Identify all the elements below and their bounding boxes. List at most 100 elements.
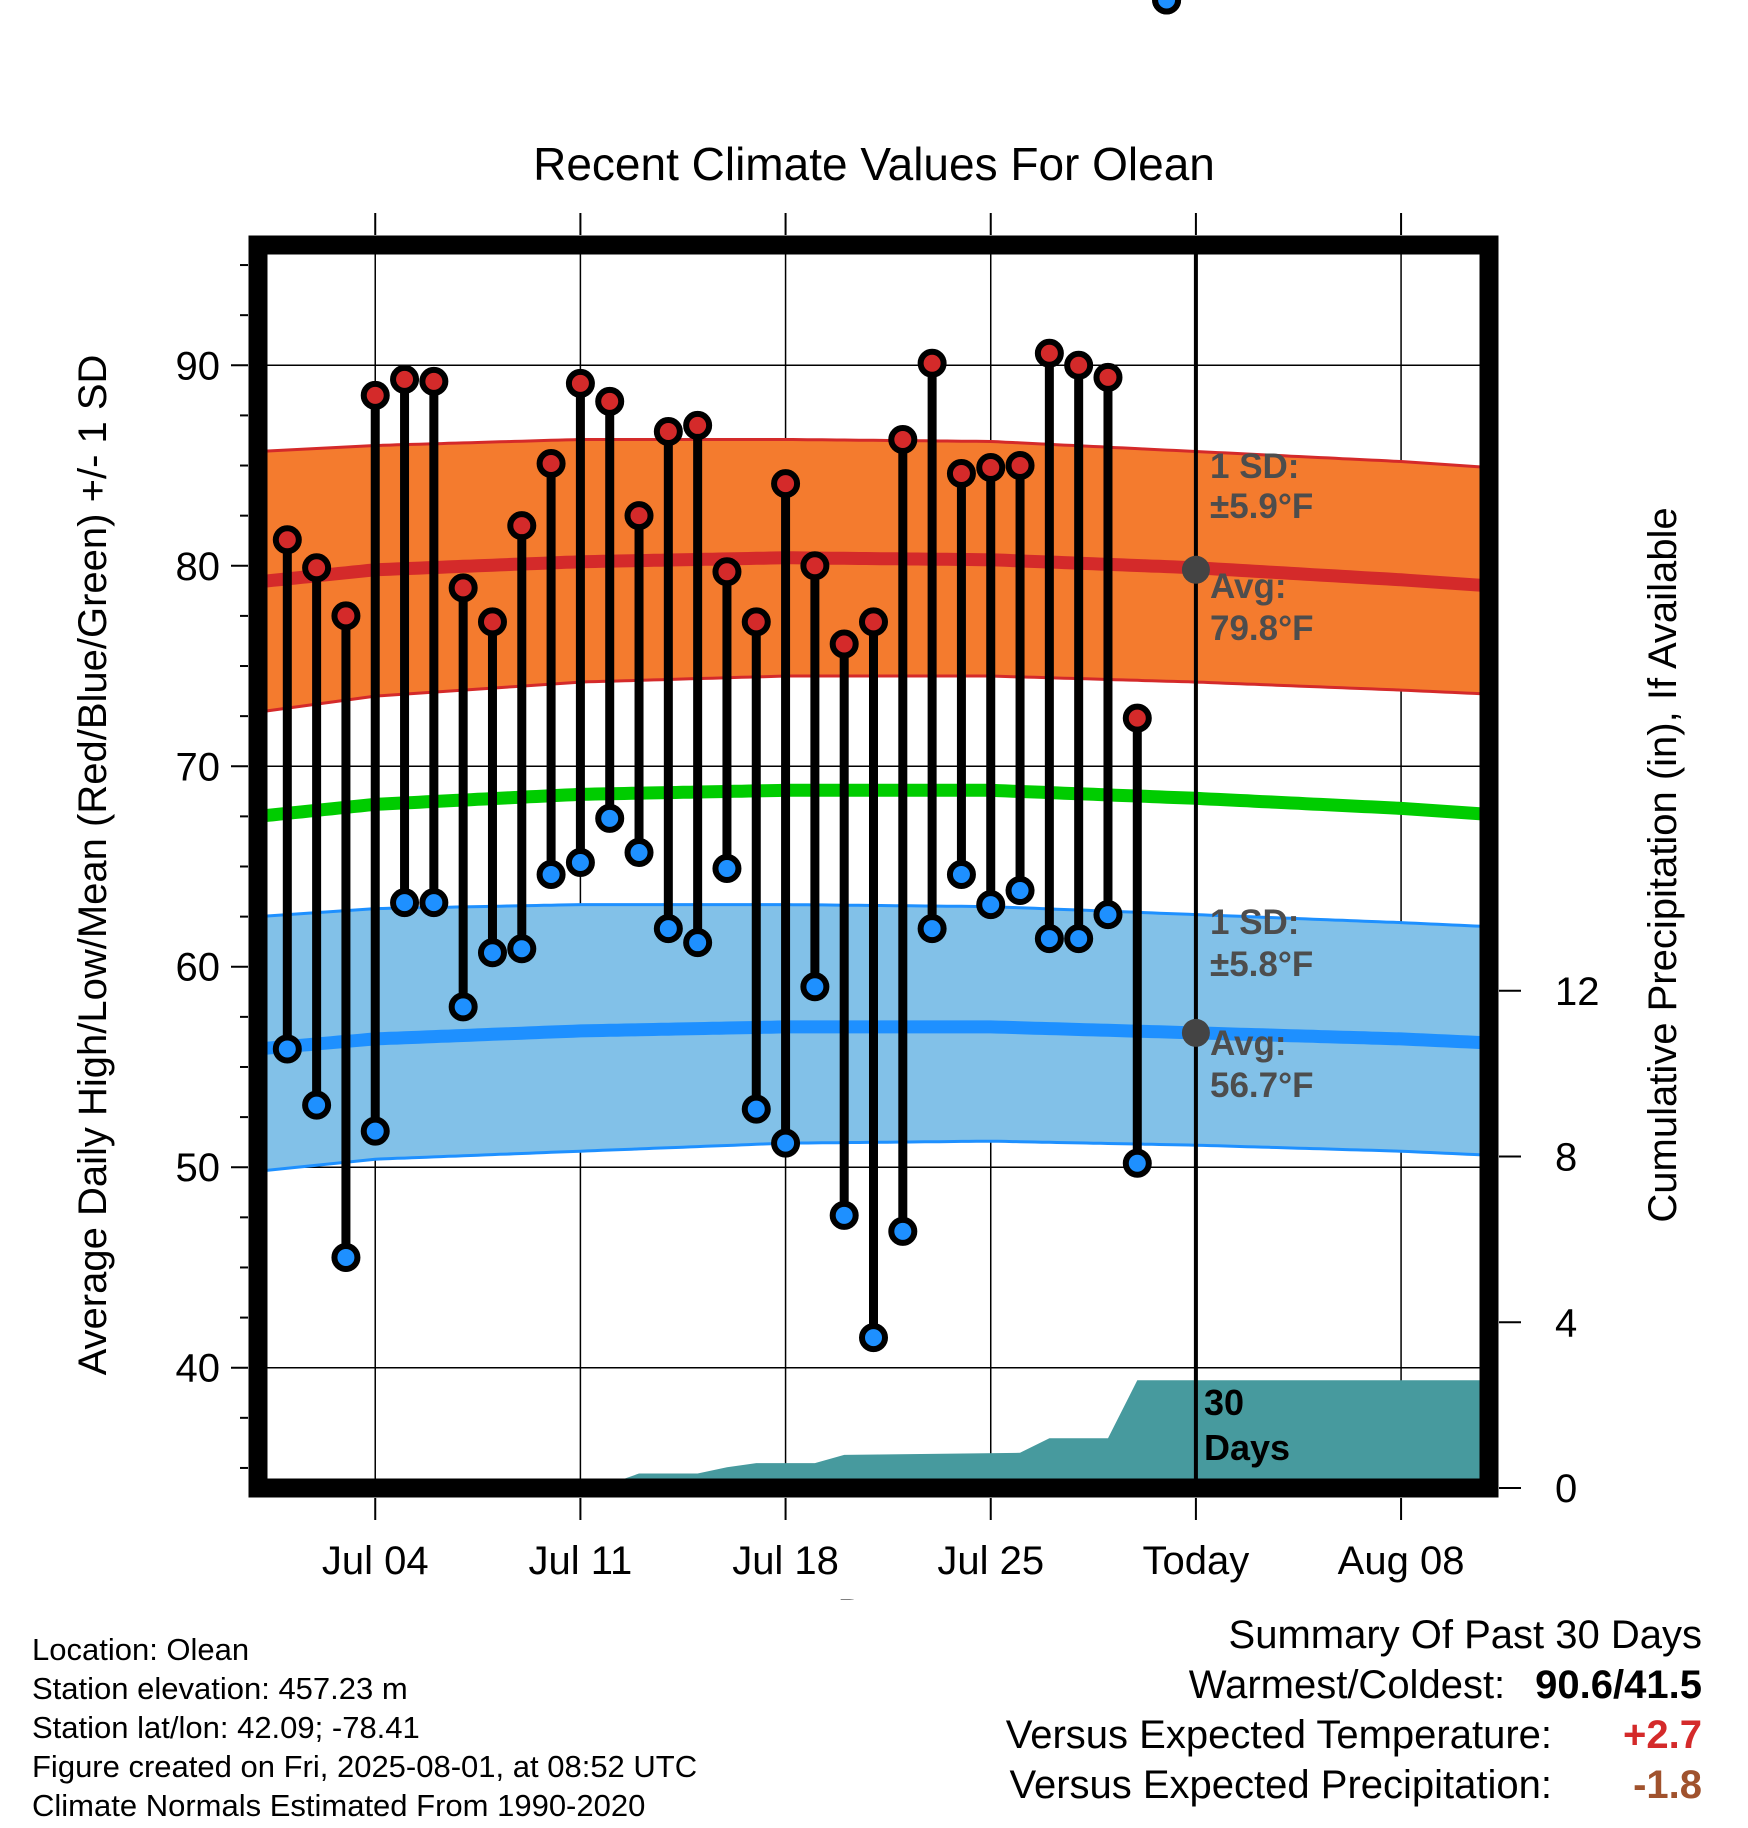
station-info: Location: Olean Station elevation: 457.2…: [32, 1630, 697, 1825]
y2-axis-label: Cumulative Precipitation (in), If Availa…: [1641, 507, 1685, 1222]
low-dot: [712, 854, 742, 884]
high-dot: [1064, 350, 1094, 380]
summary-title: Summary Of Past 30 Days: [1228, 1613, 1702, 1657]
daily-dots: [272, 0, 1182, 1353]
low-dot: [507, 934, 537, 964]
low-dot: [946, 860, 976, 890]
precip-anomaly-value: -1.8: [1633, 1763, 1702, 1807]
high-dot: [653, 416, 683, 446]
low-dot: [595, 803, 625, 833]
low-dot: [653, 914, 683, 944]
summary-temp-row: Versus Expected Temperature: +2.7: [1006, 1710, 1702, 1760]
high-dot: [331, 601, 361, 631]
high-dot: [741, 607, 771, 637]
y2-tick-label: 12: [1555, 970, 1600, 1014]
low-dot: [419, 888, 449, 918]
low-dot: [390, 888, 420, 918]
low-dot: [800, 972, 830, 1002]
high-dot: [800, 551, 830, 581]
high-dot: [683, 410, 713, 440]
high-dot: [917, 348, 947, 378]
high-dot: [624, 501, 654, 531]
high-dot: [1093, 362, 1123, 392]
chart-title: Recent Climate Values For Olean: [533, 138, 1215, 190]
low-dot: [1005, 876, 1035, 906]
high-dot: [302, 553, 332, 583]
y2-tick-label: 0: [1555, 1467, 1577, 1511]
low-dot: [888, 1216, 918, 1246]
warmest-coldest-label: Warmest/Coldest:: [1188, 1663, 1506, 1707]
precip-cumulative-area: [287, 1380, 1489, 1488]
high-dot: [1034, 338, 1064, 368]
normals-text: Climate Normals Estimated From 1990-2020: [32, 1788, 646, 1823]
x-tick-label: Jul 11: [529, 1539, 633, 1583]
x-tick-label: Today: [1143, 1539, 1250, 1583]
high-dot: [507, 511, 537, 541]
y-tick-label: 40: [176, 1347, 221, 1391]
summary-precip-row: Versus Expected Precipitation: -1.8: [1006, 1760, 1702, 1810]
high-dot: [946, 459, 976, 489]
plot-border: [248, 235, 1499, 1498]
high-dot: [976, 453, 1006, 483]
low-dot: [360, 1116, 390, 1146]
daily-range-bars: [282, 353, 1142, 1338]
low-dot: [771, 1128, 801, 1158]
low-dot: [1034, 924, 1064, 954]
today-low-avg-marker: [1181, 1018, 1210, 1047]
temp-anomaly-label: Versus Expected Temperature:: [1005, 1713, 1552, 1757]
x-tick-label: Jul 18: [732, 1539, 839, 1583]
low-dot: [448, 992, 478, 1022]
low-dot: [302, 1090, 332, 1120]
low-dot: [976, 890, 1006, 920]
low-dot: [683, 928, 713, 958]
low-dot: [477, 938, 507, 968]
low-dot: [1093, 900, 1123, 930]
y-axis-label: Average Daily High/Low/Mean (Red/Blue/Gr…: [71, 355, 115, 1376]
precipitation-area: [287, 1380, 1489, 1488]
high-dot: [595, 386, 625, 416]
plot-frame: [248, 235, 1499, 1498]
latlon-text: Station lat/lon: 42.09; -78.41: [32, 1710, 420, 1745]
axes: 40 50 60 70 80 90 0 4 8 12 Jul 04 Jul 11 Jul 18 Jul 2…: [176, 213, 1600, 1583]
warmest-coldest-value: 90.6/41.5: [1535, 1663, 1702, 1707]
low-dot: [331, 1242, 361, 1272]
low-dot: [741, 1094, 771, 1124]
precip-days-label: 30: [1204, 1382, 1244, 1423]
high-dot: [360, 380, 390, 410]
high-dot: [565, 368, 595, 398]
high-dot: [888, 424, 918, 454]
low-sd-label: 1 SD:: [1210, 903, 1299, 942]
created-text: Figure created on Fri, 2025-08-01, at 08…: [32, 1749, 698, 1784]
high-dot: [448, 573, 478, 603]
x-tick-label: Jul 25: [937, 1539, 1044, 1583]
high-sd-band-upper-edge: [257, 438, 1490, 469]
normal-bands: [257, 438, 1490, 1173]
x-axis-label: Day: [837, 1592, 908, 1600]
high-dot: [419, 366, 449, 396]
high-sd-label: 1 SD:: [1210, 447, 1299, 486]
high-avg-label: Avg:: [1210, 567, 1286, 606]
low-dot: [536, 860, 566, 890]
high-dot: [829, 629, 859, 659]
low-dot: [1152, 0, 1182, 15]
low-avg-value: 56.7°F: [1210, 1066, 1314, 1105]
high-dot: [477, 607, 507, 637]
low-dot: [859, 1323, 888, 1353]
precip-anomaly-label: Versus Expected Precipitation:: [1009, 1763, 1552, 1807]
high-dot: [390, 364, 420, 394]
y2-tick-label: 4: [1555, 1301, 1577, 1345]
high-avg-line: [257, 551, 1490, 593]
y-tick-label: 60: [176, 946, 221, 990]
climate-chart: Recent Climate Values For Olean 1 SD:±5.…: [71, 0, 1685, 1600]
high-dot: [1122, 703, 1152, 733]
x-tick-label: Aug 08: [1338, 1539, 1465, 1583]
x-tick-label: Jul 04: [322, 1539, 429, 1583]
low-dot: [1064, 924, 1094, 954]
high-sd-band: [258, 439, 1489, 713]
y-tick-label: 70: [176, 745, 221, 789]
low-dot: [624, 837, 654, 867]
high-dot: [1005, 451, 1035, 481]
y-tick-label: 50: [176, 1146, 221, 1190]
y-tick-label: 90: [176, 344, 221, 388]
low-sd-value: ±5.8°F: [1210, 945, 1313, 984]
